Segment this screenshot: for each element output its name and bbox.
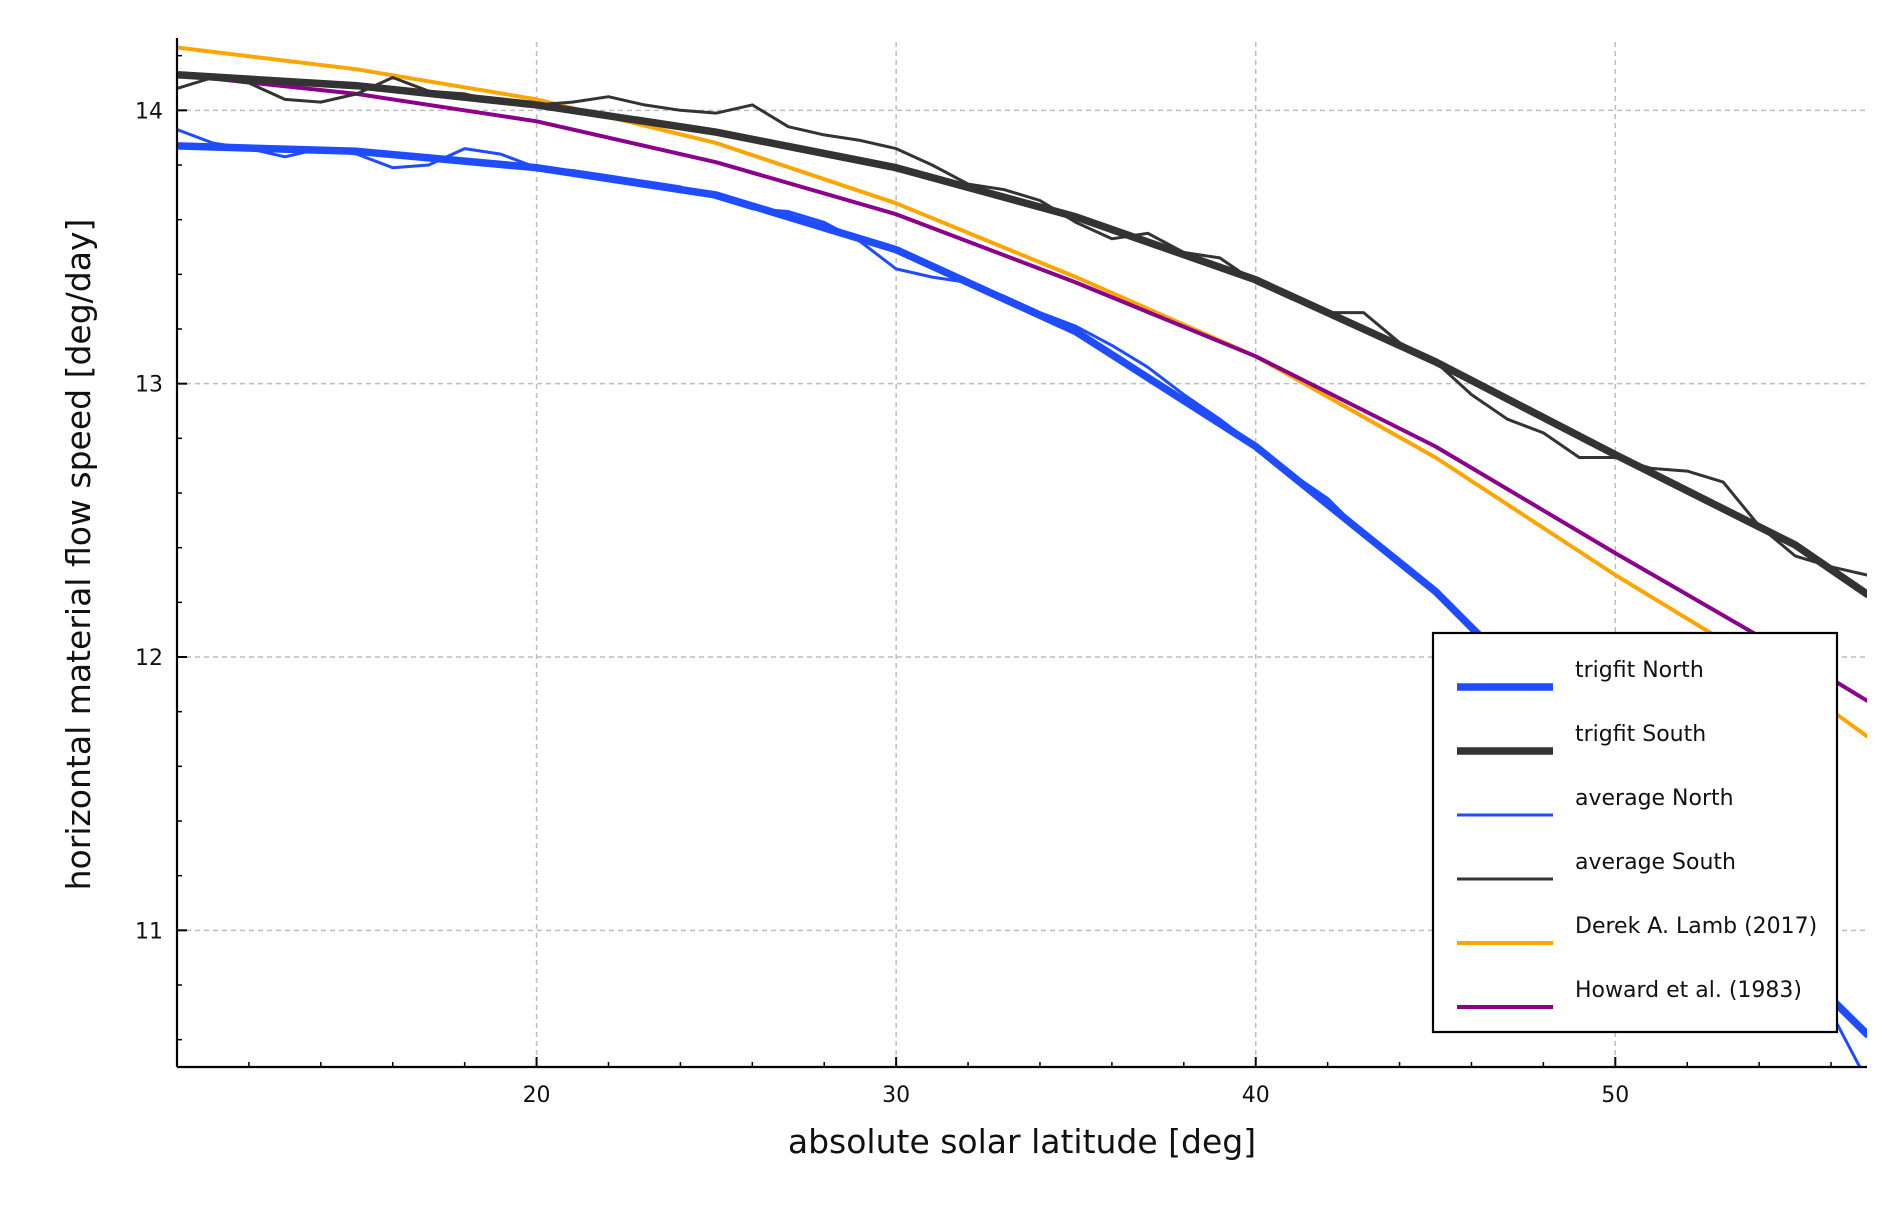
legend-label: trigfit South bbox=[1575, 722, 1706, 747]
x-axis-title: absolute solar latitude [deg] bbox=[788, 1122, 1256, 1161]
legend-box bbox=[1431, 631, 1839, 1034]
series-line-trigfit-south bbox=[177, 71, 1867, 598]
legend-label: trigfit North bbox=[1575, 658, 1704, 683]
x-tick-label: 40 bbox=[1242, 1083, 1270, 1108]
legend-label: average South bbox=[1575, 850, 1736, 875]
legend-label: Derek A. Lamb (2017) bbox=[1575, 914, 1817, 939]
x-tick-label: 30 bbox=[882, 1083, 910, 1108]
series-line-howard-et-al-1983 bbox=[177, 72, 1867, 703]
axes: 20 30 40 50 11 12 13 14 bbox=[135, 38, 1867, 1108]
y-tick-label: 12 bbox=[135, 646, 163, 671]
x-tick-label: 20 bbox=[523, 1083, 551, 1108]
legend-label: Howard et al. (1983) bbox=[1575, 978, 1802, 1003]
y-tick-label: 11 bbox=[135, 919, 163, 944]
y-tick-label: 14 bbox=[135, 99, 163, 124]
series-line-average-south bbox=[177, 76, 1867, 577]
legend: trigfit North trigfit South average North a… bbox=[1431, 631, 1839, 1034]
y-axis-title: horizontal material flow speed [deg/day] bbox=[59, 219, 98, 891]
legend-label: average North bbox=[1575, 786, 1734, 811]
series-line-derek-a-lamb-2017 bbox=[177, 45, 1867, 739]
y-tick-label: 13 bbox=[135, 373, 163, 398]
x-tick-label: 50 bbox=[1601, 1083, 1629, 1108]
